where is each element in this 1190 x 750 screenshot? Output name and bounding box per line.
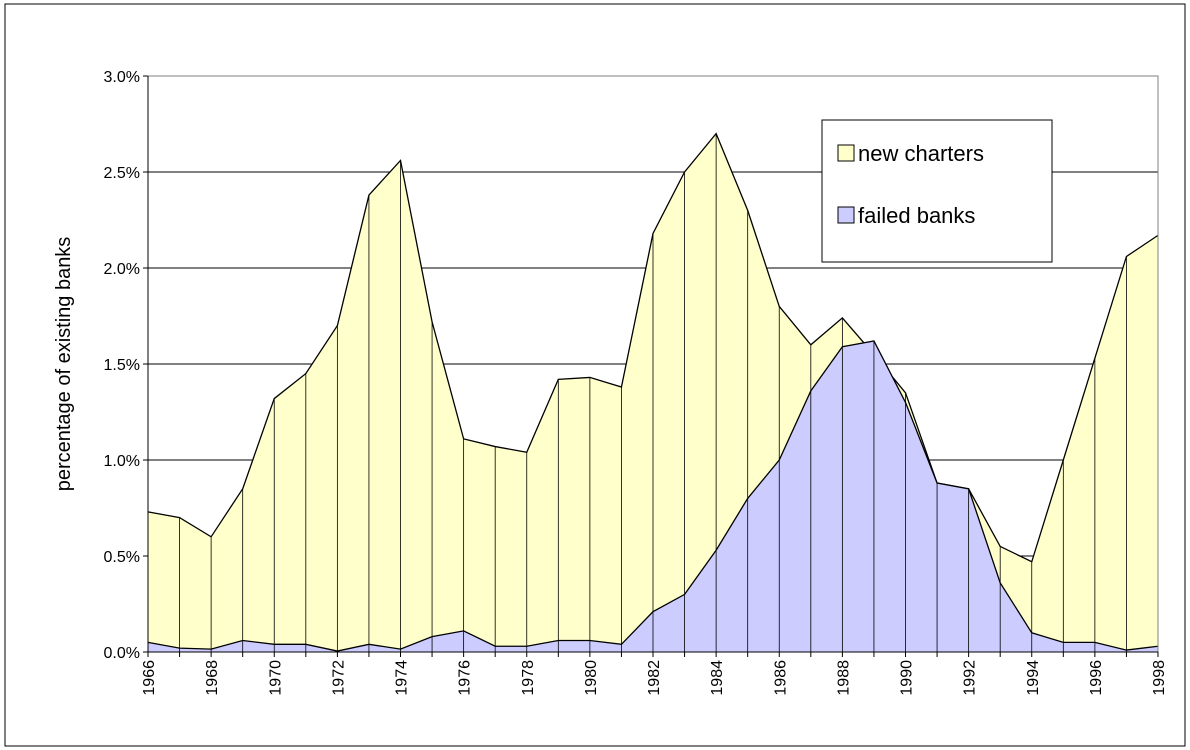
y-tick-label: 1.5% <box>104 357 140 374</box>
x-tick-label: 1990 <box>899 660 916 696</box>
x-tick-label: 1972 <box>330 660 347 696</box>
x-tick-label: 1992 <box>962 660 979 696</box>
y-tick-label: 1.0% <box>104 453 140 470</box>
y-tick-label: 3.0% <box>104 69 140 86</box>
x-tick-label: 1968 <box>204 660 221 696</box>
x-tick-label: 1986 <box>772 660 789 696</box>
y-axis-label: percentage of existing banks <box>53 237 75 492</box>
x-tick-label: 1996 <box>1088 660 1105 696</box>
y-tick-label: 0.0% <box>104 645 140 662</box>
area-outline <box>147 132 1159 563</box>
legend: new charters failed banks <box>821 119 1053 263</box>
area-outline <box>147 340 1159 652</box>
x-tick-label: 1994 <box>1025 660 1042 696</box>
legend-box <box>821 119 1053 263</box>
x-tick-label: 1978 <box>520 660 537 696</box>
x-tick-label: 1970 <box>267 660 284 696</box>
legend-swatch <box>837 206 855 224</box>
legend-label: new charters <box>858 141 984 166</box>
x-tick-label: 1966 <box>141 660 158 696</box>
x-tick-label: 1988 <box>835 660 852 696</box>
x-tick-label: 1998 <box>1151 660 1168 696</box>
legend-swatch <box>837 144 855 162</box>
y-tick-label: 2.0% <box>104 261 140 278</box>
x-tick-label: 1980 <box>583 660 600 696</box>
x-tick-label: 1984 <box>709 660 726 696</box>
x-tick-label: 1982 <box>646 660 663 696</box>
x-tick-label: 1974 <box>394 660 411 696</box>
legend-label: failed banks <box>858 203 975 228</box>
y-tick-label: 2.5% <box>104 165 140 182</box>
y-tick-label: 0.5% <box>104 549 140 566</box>
x-tick-label: 1976 <box>457 660 474 696</box>
